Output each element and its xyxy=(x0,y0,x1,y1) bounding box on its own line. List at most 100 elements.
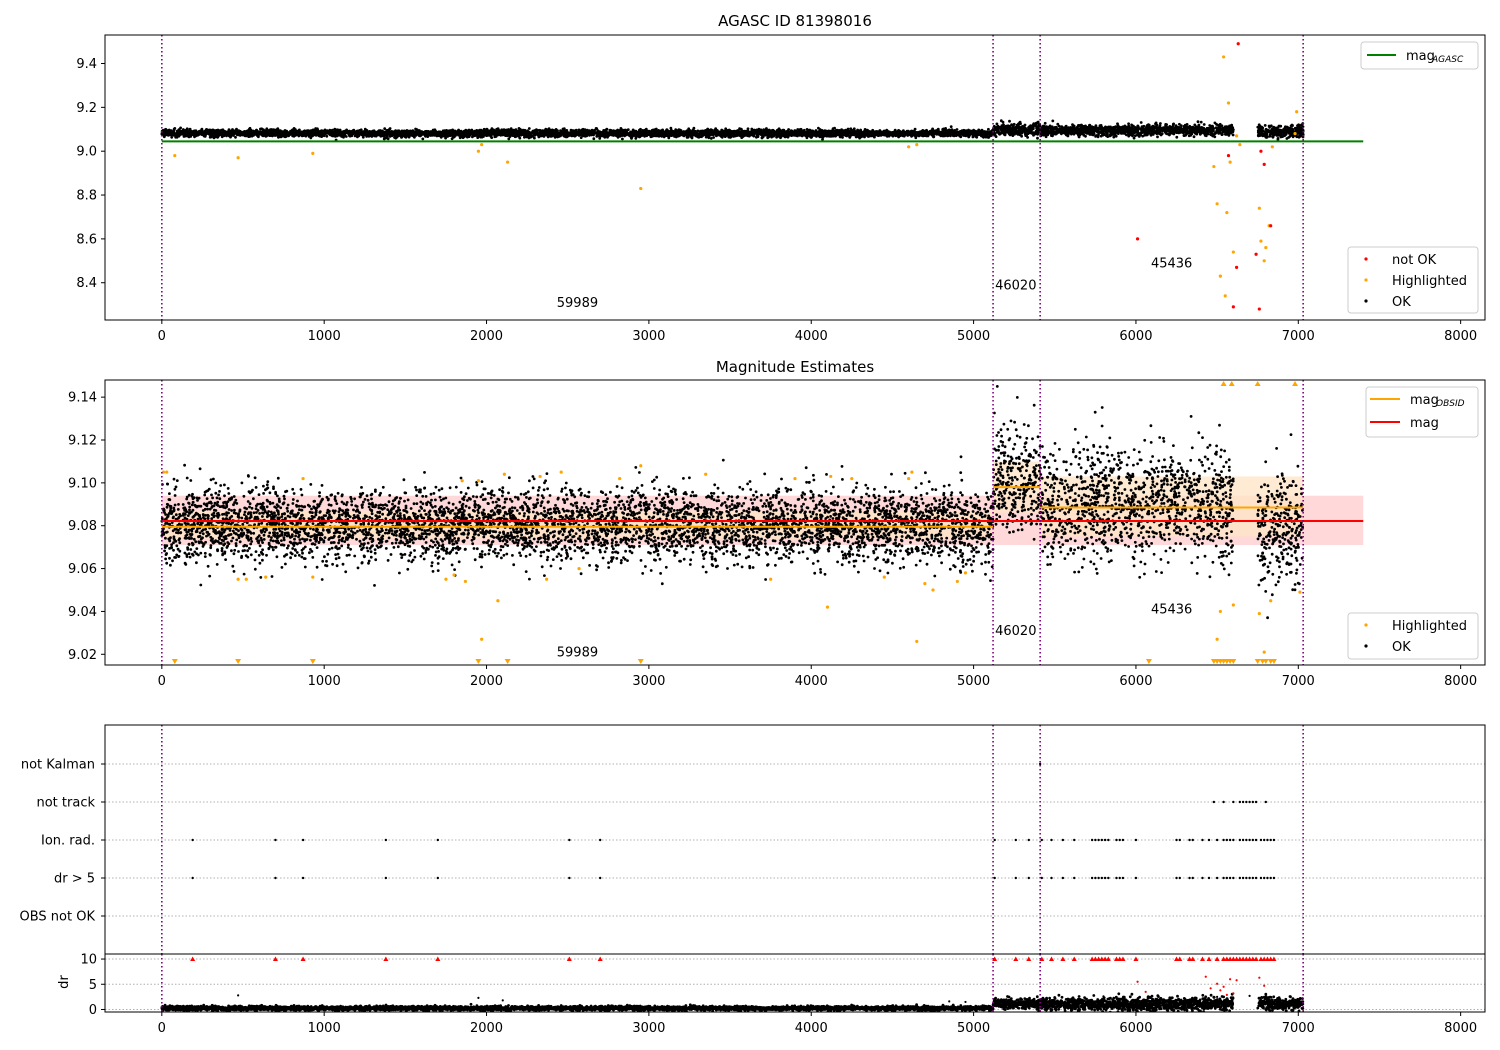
top-ok-point xyxy=(870,134,874,137)
top-ok-point xyxy=(910,134,914,137)
top-ok-point xyxy=(917,134,921,138)
top-ok-point xyxy=(186,133,190,136)
top-ok-point xyxy=(639,127,642,131)
top-ok-point xyxy=(311,128,315,132)
top-ok-point xyxy=(407,135,411,139)
top-ok-point xyxy=(168,132,172,136)
top-ok-point xyxy=(388,132,391,136)
top-ok-point xyxy=(709,137,713,140)
top-ok-point xyxy=(226,133,230,137)
top-ok-point xyxy=(179,126,183,130)
top-ok-point xyxy=(383,127,387,131)
top-ok-point xyxy=(561,131,565,135)
top-ok-point xyxy=(987,127,990,131)
top-ok-point xyxy=(440,133,444,136)
top-ok-point xyxy=(895,130,899,134)
top-ok-point xyxy=(693,131,696,135)
top-ok-point xyxy=(692,126,696,130)
top-ok-point xyxy=(475,133,478,136)
top-ok-point xyxy=(859,133,862,136)
top-ok-point xyxy=(318,134,322,138)
top-ok-point xyxy=(885,132,888,136)
top-ok-point xyxy=(316,127,319,131)
top-ok-point xyxy=(989,131,992,135)
top-ok-point xyxy=(942,127,945,131)
top-ok-point xyxy=(789,130,793,134)
top-ok-point xyxy=(570,134,574,138)
top-ok-point xyxy=(821,135,825,139)
top-ok-point xyxy=(448,130,452,134)
top-ok-point xyxy=(851,131,854,135)
top-ok-point xyxy=(912,131,916,135)
top-ok-point xyxy=(746,129,750,133)
top-ok-point xyxy=(217,132,220,136)
top-ok-point xyxy=(647,129,651,133)
top-ok-point xyxy=(989,134,993,138)
top-ok-point xyxy=(943,134,947,138)
top-ok-point xyxy=(678,128,682,132)
top-ok-point xyxy=(209,129,213,133)
top-ok-point xyxy=(601,132,604,136)
top-ok-point xyxy=(702,133,706,137)
top-ok-point xyxy=(681,130,684,134)
top-ok-point xyxy=(165,131,168,135)
top-ok-point xyxy=(786,129,789,133)
top-title: AGASC ID 81398016 xyxy=(718,12,872,30)
top-ok-point xyxy=(376,133,380,137)
top-ok-point xyxy=(255,132,259,136)
top-ok-point xyxy=(405,129,409,133)
top-ok-point xyxy=(801,133,805,136)
top-ok-point xyxy=(937,130,941,134)
top-ok-point xyxy=(489,128,493,132)
top-ok-point xyxy=(616,135,620,139)
top-ok-point xyxy=(634,137,638,140)
top-ok-point xyxy=(805,136,809,140)
top-ok-point xyxy=(925,129,929,133)
top-ok-point xyxy=(614,132,618,136)
top-ok-point xyxy=(259,127,262,131)
top-ok-point xyxy=(958,133,961,137)
top-ok-point xyxy=(330,129,334,132)
top-ok-point xyxy=(732,134,736,138)
top-ok-point xyxy=(328,128,332,132)
top-ok-point xyxy=(508,135,512,139)
top-ok-point xyxy=(504,128,508,132)
top-ok-point xyxy=(460,132,463,136)
top-ok-point xyxy=(270,131,274,135)
top-ok-point xyxy=(739,127,743,131)
top-ok-point xyxy=(479,132,482,135)
top-ok-point xyxy=(749,131,753,134)
top-ok-point xyxy=(618,133,622,137)
top-ok-point xyxy=(413,133,417,137)
top-ok-point xyxy=(303,131,307,135)
top-ok-point xyxy=(655,133,658,137)
top-ok-point xyxy=(429,131,432,135)
top-ok-point xyxy=(319,129,322,133)
top-ok-point xyxy=(386,137,390,141)
top-ok-point xyxy=(840,134,844,138)
top-ok-point xyxy=(376,130,380,134)
top-ok-point xyxy=(921,129,925,132)
top-ok-point xyxy=(403,134,407,138)
top-ok-point xyxy=(421,137,425,141)
top-ok-point xyxy=(813,133,817,137)
top-ok-point xyxy=(500,128,504,132)
top-ok-point xyxy=(461,136,465,140)
top-ok-point xyxy=(859,128,862,132)
top-ok-point xyxy=(554,127,558,131)
top-ok-point xyxy=(952,134,956,138)
top-ok-point xyxy=(507,128,510,131)
top-ok-point xyxy=(838,131,842,135)
top-ok-point xyxy=(805,127,809,131)
top-ok-point xyxy=(231,132,235,136)
top-ok-point xyxy=(188,127,192,131)
top-ok-point xyxy=(918,131,922,134)
top-ok-point xyxy=(639,134,643,138)
top-ok-point xyxy=(661,128,664,132)
top-ok-point xyxy=(914,131,918,135)
top-ok-point xyxy=(831,127,835,130)
top-ok-point xyxy=(234,135,237,139)
top-ok-point xyxy=(293,134,297,137)
top-ok-point xyxy=(255,128,258,132)
top-ok-point xyxy=(816,133,820,137)
